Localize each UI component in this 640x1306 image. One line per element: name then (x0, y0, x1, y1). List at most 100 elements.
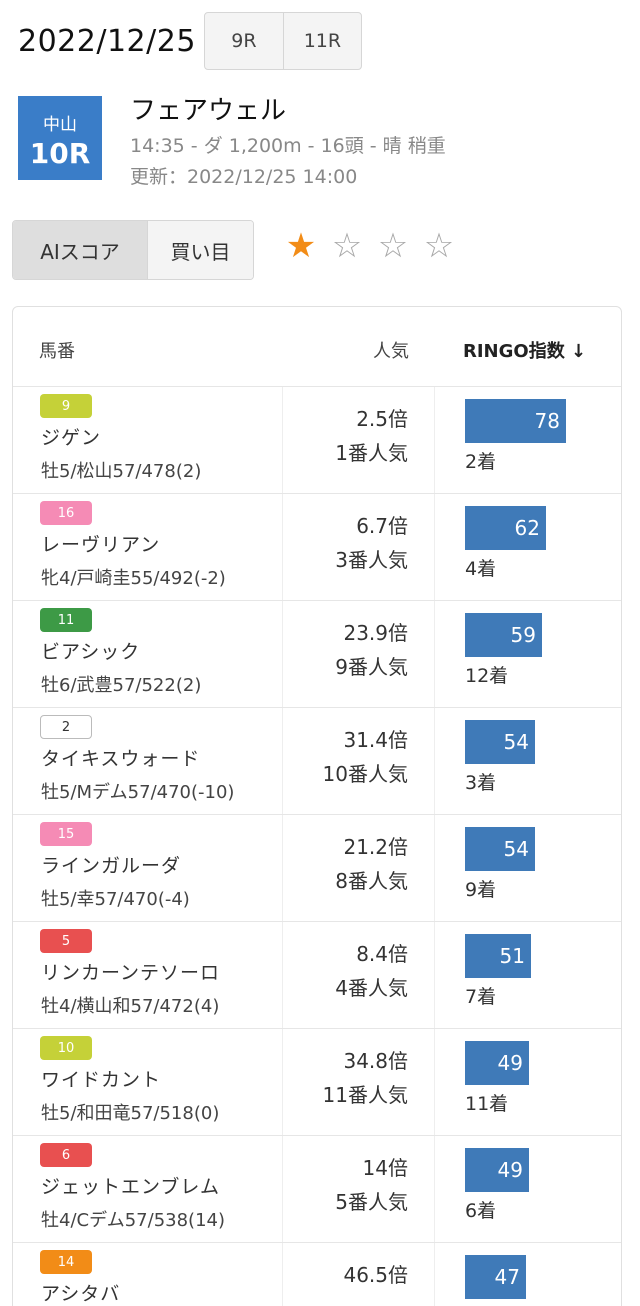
ringo-score-bar: 49 (465, 1148, 529, 1192)
ringo-score-bar: 78 (465, 399, 566, 443)
race-date: 2022/12/25 (18, 23, 196, 59)
race-header: 中山 10R フェアウェル 14:35 - ダ 1,200m - 16頭 - 晴… (18, 96, 618, 188)
popularity-rank: 8番人気 (335, 869, 408, 893)
horse-cell: 6 ジェットエンブレム 牡4/Cデム57/538(14) (13, 1136, 283, 1242)
popularity-cell: 23.9倍 9番人気 (283, 601, 435, 707)
popularity-rank: 10番人気 (322, 762, 408, 786)
finish-position: 9着 (465, 879, 497, 901)
top-bar: 2022/12/25 9R 11R (18, 12, 362, 70)
odds-value: 14倍 (362, 1156, 408, 1180)
popularity-cell: 31.4倍 10番人気 (283, 708, 435, 814)
finish-position: 11着 (465, 1093, 509, 1115)
star-empty-icon: ☆ (377, 226, 409, 266)
horse-name: ラインガルーダ (41, 855, 182, 877)
updated-time: 更新：2022/12/25 14:00 (130, 166, 358, 188)
finish-position: 7着 (465, 986, 497, 1008)
venue-name: 中山 (43, 115, 77, 135)
popularity-rank: 4番人気 (335, 976, 408, 1000)
table-row[interactable]: 6 ジェットエンブレム 牡4/Cデム57/538(14) 14倍 5番人気 49 6着 (13, 1136, 621, 1243)
finish-position: 12着 (465, 665, 509, 687)
horse-details: 牡5/幸57/470(-4) (41, 889, 190, 910)
race-number: 10R (29, 137, 91, 170)
header-popularity: 人気 (373, 341, 409, 362)
popularity-cell: 14倍 5番人気 (283, 1136, 435, 1242)
popularity-rank: 9番人気 (335, 655, 408, 679)
popularity-cell: 2.5倍 1番人気 (283, 387, 435, 493)
next-race-button[interactable]: 11R (282, 13, 361, 69)
horse-name: ビアシック (41, 641, 141, 663)
star-filled-icon: ★ (285, 226, 317, 266)
horse-cell: 15 ラインガルーダ 牡5/幸57/470(-4) (13, 815, 283, 921)
ringo-score-bar: 51 (465, 934, 531, 978)
ringo-score-bar: 54 (465, 720, 535, 764)
horse-number-badge: 16 (40, 501, 92, 525)
popularity-rank: 11番人気 (322, 1083, 408, 1107)
tab-ai-score[interactable]: AIスコア (13, 221, 147, 279)
table-row[interactable]: 9 ジゲン 牡5/松山57/478(2) 2.5倍 1番人気 78 2着 (13, 387, 621, 494)
horse-name: ジゲン (41, 427, 102, 449)
star-empty-icon: ☆ (331, 226, 363, 266)
horse-details: 牡5/松山57/478(2) (41, 461, 202, 482)
horse-cell: 10 ワイドカント 牡5/和田竜57/518(0) (13, 1029, 283, 1135)
finish-position: 2着 (465, 451, 497, 473)
odds-value: 2.5倍 (356, 407, 408, 431)
horse-number-badge: 5 (40, 929, 92, 953)
horse-name: レーヴリアン (41, 534, 161, 556)
popularity-cell: 8.4倍 4番人気 (283, 922, 435, 1028)
race-name: フェアウェル (130, 96, 287, 126)
table-row[interactable]: 2 タイキスウォード 牡5/Mデム57/470(-10) 31.4倍 10番人気 54 3着 (13, 708, 621, 815)
odds-value: 6.7倍 (356, 514, 408, 538)
tab-betting[interactable]: 買い目 (147, 221, 253, 279)
table-row[interactable]: 16 レーヴリアン 牝4/戸崎圭55/492(-2) 6.7倍 3番人気 62 4着 (13, 494, 621, 601)
horse-name: タイキスウォード (41, 748, 201, 770)
finish-position: 4着 (465, 558, 497, 580)
table-row[interactable]: 11 ビアシック 牡6/武豊57/522(2) 23.9倍 9番人気 59 12着 (13, 601, 621, 708)
ringo-score-bar: 47 (465, 1255, 526, 1299)
view-tabs: AIスコア 買い目 (12, 220, 254, 280)
finish-position: 6着 (465, 1200, 497, 1222)
star-empty-icon: ☆ (423, 226, 455, 266)
odds-value: 46.5倍 (343, 1263, 408, 1287)
horse-cell: 11 ビアシック 牡6/武豊57/522(2) (13, 601, 283, 707)
horse-cell: 5 リンカーンテソーロ 牡4/横山和57/472(4) (13, 922, 283, 1028)
horse-details: 牡4/Cデム57/538(14) (41, 1210, 225, 1231)
popularity-rank: 3番人気 (335, 548, 408, 572)
header-horse-number: 馬番 (39, 341, 75, 362)
table-row[interactable]: 14 アシタバ 46.5倍 47 (13, 1243, 621, 1306)
table-body: 9 ジゲン 牡5/松山57/478(2) 2.5倍 1番人気 78 2着 16 レーヴリアン 牝4… (13, 387, 621, 1306)
header-ringo-score-sort[interactable]: RINGO指数 ↓ (463, 341, 587, 362)
table-row[interactable]: 5 リンカーンテソーロ 牡4/横山和57/472(4) 8.4倍 4番人気 51 7着 (13, 922, 621, 1029)
popularity-cell: 34.8倍 11番人気 (283, 1029, 435, 1135)
horse-number-badge: 15 (40, 822, 92, 846)
race-info: フェアウェル 14:35 - ダ 1,200m - 16頭 - 晴 稍重 更新：… (130, 90, 446, 189)
ringo-score-bar: 49 (465, 1041, 529, 1085)
horse-number-badge: 2 (40, 715, 92, 739)
confidence-rating: ★ ☆ ☆ ☆ (278, 224, 462, 268)
race-conditions: 14:35 - ダ 1,200m - 16頭 - 晴 稍重 (130, 135, 446, 157)
horse-details: 牡4/横山和57/472(4) (41, 996, 220, 1017)
horse-cell: 14 アシタバ (13, 1243, 283, 1306)
odds-value: 23.9倍 (343, 621, 408, 645)
horse-name: ジェットエンブレム (41, 1176, 221, 1198)
popularity-rank: 5番人気 (335, 1190, 408, 1214)
popularity-rank: 1番人気 (335, 441, 408, 465)
table-row[interactable]: 10 ワイドカント 牡5/和田竜57/518(0) 34.8倍 11番人気 49 11着 (13, 1029, 621, 1136)
ringo-score-bar: 54 (465, 827, 535, 871)
horse-details: 牡5/Mデム57/470(-10) (41, 782, 235, 803)
horse-number-badge: 10 (40, 1036, 92, 1060)
ringo-score-bar: 59 (465, 613, 542, 657)
horse-name: アシタバ (41, 1283, 121, 1305)
horse-details: 牡6/武豊57/522(2) (41, 675, 202, 696)
prev-race-button[interactable]: 9R (231, 30, 257, 52)
venue-badge: 中山 10R (18, 96, 102, 180)
horse-name: リンカーンテソーロ (41, 962, 221, 984)
popularity-cell: 21.2倍 8番人気 (283, 815, 435, 921)
horse-number-badge: 6 (40, 1143, 92, 1167)
odds-value: 8.4倍 (356, 942, 408, 966)
horse-number-badge: 14 (40, 1250, 92, 1274)
horse-cell: 9 ジゲン 牡5/松山57/478(2) (13, 387, 283, 493)
horse-name: ワイドカント (41, 1069, 162, 1091)
table-row[interactable]: 15 ラインガルーダ 牡5/幸57/470(-4) 21.2倍 8番人気 54 9着 (13, 815, 621, 922)
odds-value: 34.8倍 (343, 1049, 408, 1073)
odds-value: 31.4倍 (343, 728, 408, 752)
